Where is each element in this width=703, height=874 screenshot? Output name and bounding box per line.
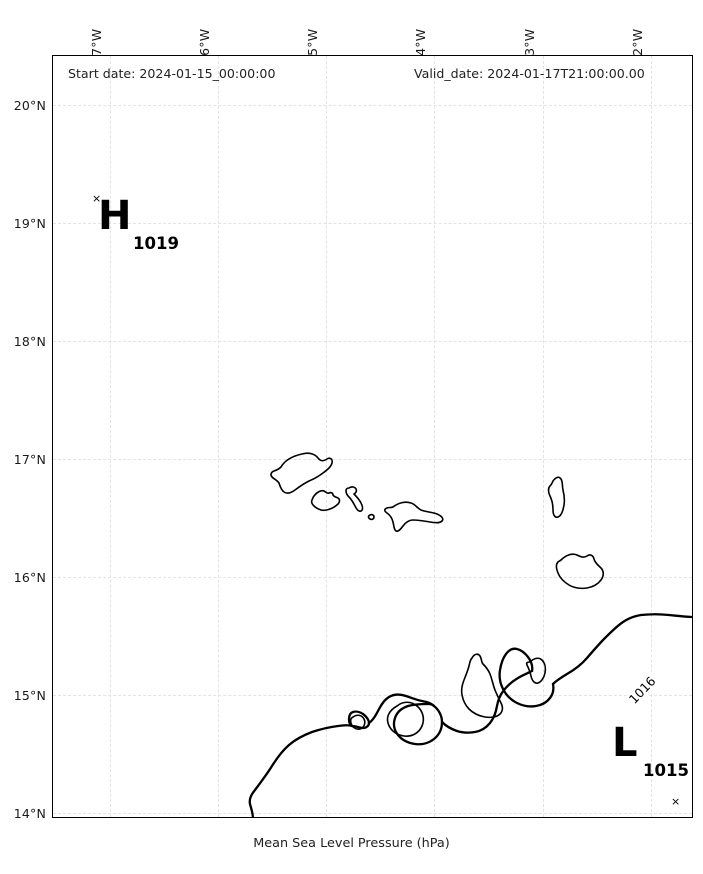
low-center-value: 1015 <box>643 761 689 780</box>
y-tick-label: 14°N <box>13 806 46 821</box>
low-center-cross-icon: × <box>671 795 681 808</box>
low-center-symbol: L <box>612 720 638 766</box>
y-tick-label: 16°N <box>13 570 46 585</box>
y-tick-label: 15°N <box>13 688 46 703</box>
high-center-symbol: H <box>98 193 132 239</box>
isobar-contour-1016 <box>248 613 692 817</box>
y-tick-label: 17°N <box>13 452 46 467</box>
chart-caption: Mean Sea Level Pressure (hPa) <box>253 836 450 851</box>
y-tick-label: 18°N <box>13 334 46 349</box>
high-center-value: 1019 <box>133 234 179 253</box>
high-center-cross-icon: × <box>92 192 102 205</box>
map-plot-area: 1016 <box>52 55 693 818</box>
valid-date-label: Valid_date: 2024-01-17T21:00:00.00 <box>414 66 645 81</box>
start-date-label: Start date: 2024-01-15_00:00:00 <box>68 66 276 81</box>
y-tick-label: 20°N <box>13 98 46 113</box>
y-tick-label: 19°N <box>13 216 46 231</box>
